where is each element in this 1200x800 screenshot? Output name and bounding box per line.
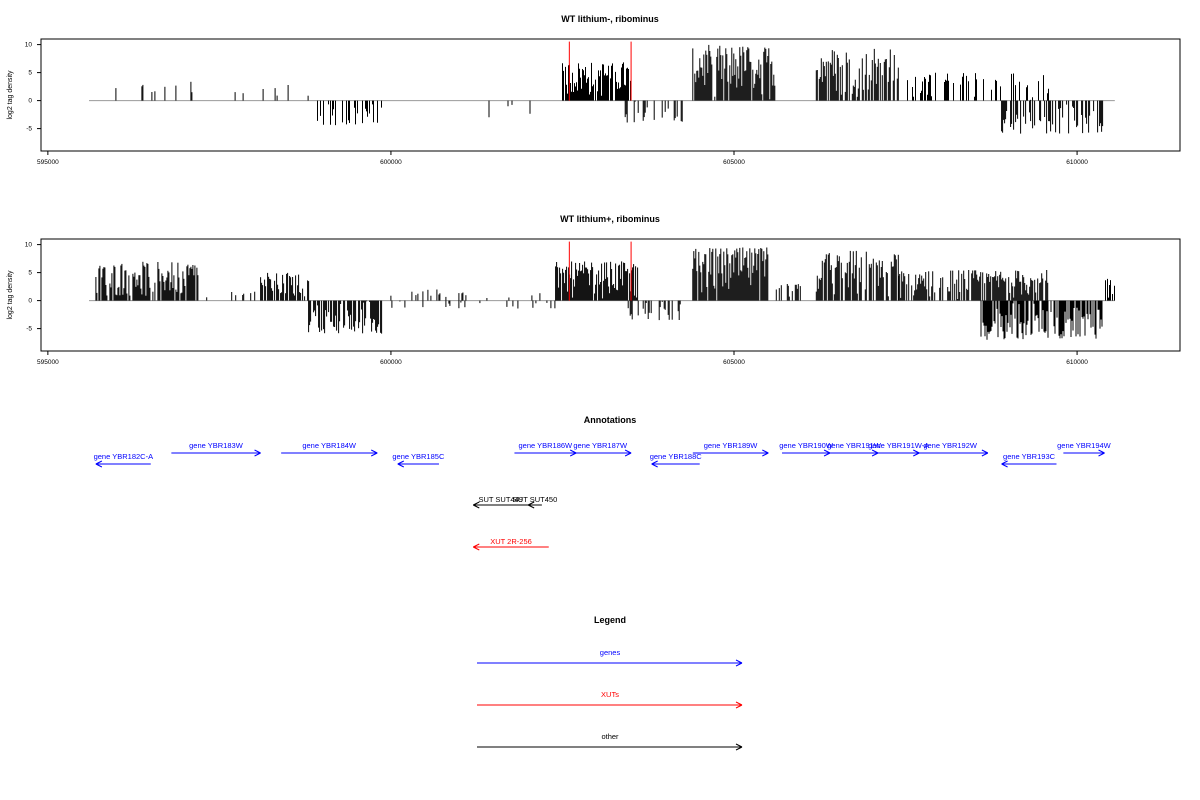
x-tick-label: 595000 [37,359,59,366]
y-tick-label: -5 [26,326,32,333]
gene-arrow [514,449,577,457]
sut-arrow [527,501,542,509]
gene-label: gene YBR193C [1003,452,1056,461]
bars-lithium-plus [89,241,1115,340]
panel-lithium-plus: WT lithium+, ribominus log2 tag density … [7,214,1181,366]
plot-frame-lithium-plus [40,238,1181,352]
y-tick-label: 0 [28,98,32,105]
gene-label: gene YBR191W [827,441,882,450]
x-tick-label: 600000 [380,159,402,166]
axes-lithium-minus: 595000 600000 605000 610000 10 5 0 -5 [25,42,1089,166]
xut-arrow [473,543,549,551]
gene-arrow [281,449,378,457]
y-axis-label-lithium-minus: log2 tag density [7,70,14,120]
legend-title: Legend [594,615,626,625]
panel-lithium-minus: WT lithium-, ribominus log2 tag density … [7,14,1181,166]
gene-label: gene YBR186W [518,441,573,450]
y-tick-label: 0 [28,298,32,305]
annotation-tracks: gene YBR182C-A gene YBR183W gene YBR184W ge… [94,441,1112,551]
gene-arrow [95,460,151,468]
x-tick-label: 605000 [723,159,745,166]
plot-frame-lithium-minus [40,38,1181,152]
legend-label: genes [600,648,621,657]
gene-arrow [830,449,879,457]
gene-arrow [1063,449,1105,457]
gene-label: gene YBR192W [923,441,978,450]
xut-label: XUT 2R-256 [490,537,532,546]
gene-arrow [1001,460,1057,468]
x-tick-label: 610000 [1066,159,1088,166]
panel-title-lithium-plus: WT lithium+, ribominus [560,214,660,224]
sut-arrow [473,501,529,509]
gene-arrow [171,449,261,457]
gene-arrow [912,449,989,457]
gene-label: gene YBR182C-A [94,452,153,461]
legend-item: genes [477,648,743,667]
legend: Legend genes XUTs other [477,615,743,751]
gene-label: gene YBR189W [704,441,759,450]
gene-arrow [692,449,769,457]
annotations-title: Annotations [584,415,637,425]
y-tick-label: 10 [25,242,33,249]
x-tick-label: 595000 [37,159,59,166]
panel-title-lithium-minus: WT lithium-, ribominus [561,14,659,24]
legend-label: other [601,732,619,741]
gene-label: gene YBR188C [650,452,703,461]
gene-label: gene YBR187W [573,441,628,450]
legend-item: other [477,732,743,751]
sut-label: SUT SUT449 [478,495,522,504]
legend-item: XUTs [477,690,743,709]
y-tick-label: -5 [26,126,32,133]
gene-label: gene YBR184W [302,441,357,450]
legend-items: genes XUTs other [477,648,743,751]
gene-arrow [651,460,700,468]
bars-lithium-minus [89,41,1115,134]
x-tick-label: 605000 [723,359,745,366]
gene-label: gene YBR185C [392,452,445,461]
gene-arrow [782,449,831,457]
y-tick-label: 5 [28,70,32,77]
gene-label: gene YBR190W [779,441,834,450]
sut-label: SUT SUT450 [513,495,557,504]
y-tick-label: 5 [28,270,32,277]
y-axis-label-lithium-plus: log2 tag density [7,270,14,320]
gene-label: gene YBR194W [1057,441,1112,450]
legend-label: XUTs [601,690,619,699]
y-tick-label: 10 [25,42,33,49]
gene-label: gene YBR183W [189,441,244,450]
x-tick-label: 600000 [380,359,402,366]
gene-arrow [569,449,632,457]
axes-lithium-plus: 595000 600000 605000 610000 10 5 0 -5 [25,242,1089,366]
gene-arrow [397,460,439,468]
gene-label: gene YBR191W-A [868,441,929,450]
x-tick-label: 610000 [1066,359,1088,366]
